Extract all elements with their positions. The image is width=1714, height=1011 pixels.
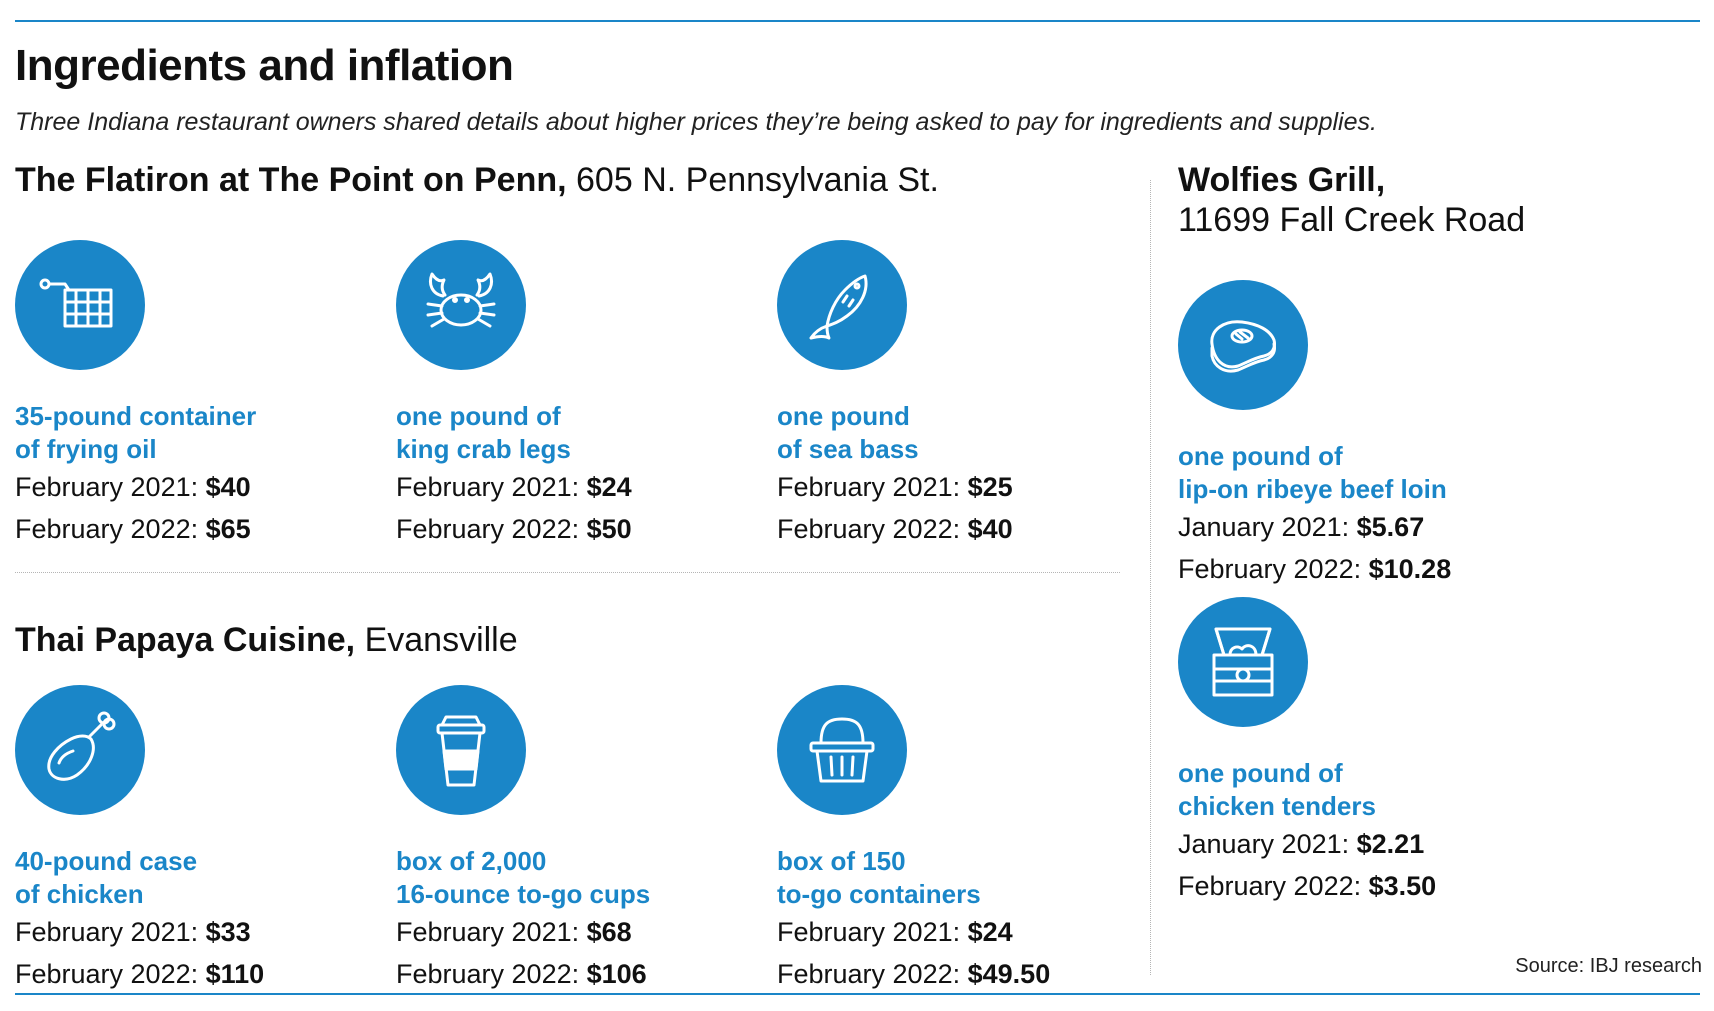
restaurant-location: 11699 Fall Creek Road	[1178, 201, 1526, 239]
to-go-container-icon	[777, 685, 907, 815]
item-label: one pound of sea bass	[777, 401, 919, 464]
item-chicken-tenders: one pound of chicken tenders January 202…	[1178, 597, 1538, 907]
item-frying-oil: 35-pound container of frying oil Februar…	[15, 240, 375, 550]
section-divider-vertical	[1150, 180, 1151, 975]
source-note: Source: IBJ research	[1515, 955, 1702, 977]
price-after: February 2022: $3.50	[1178, 871, 1437, 901]
restaurant-heading-flatiron: The Flatiron at The Point on Penn, 605 N…	[15, 160, 939, 200]
price-before: February 2021: $40	[15, 472, 251, 502]
item-chicken-case: 40-pound case of chicken February 2021: …	[15, 685, 375, 995]
price-before: February 2021: $68	[396, 917, 632, 947]
item-label: one pound of lip-on ribeye beef loin	[1178, 441, 1447, 504]
restaurant-location: Evansville	[364, 621, 518, 659]
item-sea-bass: one pound of sea bass February 2021: $25…	[777, 240, 1137, 550]
crab-icon	[396, 240, 526, 370]
price-after: February 2022: $49.50	[777, 959, 1051, 989]
item-label: box of 150 to-go containers	[777, 846, 981, 909]
price-after: February 2022: $110	[15, 959, 265, 989]
item-label: 40-pound case of chicken	[15, 846, 198, 909]
price-before: February 2021: $33	[15, 917, 251, 947]
to-go-cup-icon	[396, 685, 526, 815]
price-after: February 2022: $106	[396, 959, 647, 989]
item-label: box of 2,000 16-ounce to-go cups	[396, 846, 651, 909]
restaurant-location: 605 N. Pennsylvania St.	[576, 161, 939, 199]
section-divider-horizontal	[15, 572, 1120, 573]
price-before: January 2021: $2.21	[1178, 829, 1425, 859]
price-after: February 2022: $65	[15, 514, 251, 544]
price-after: February 2022: $10.28	[1178, 554, 1452, 584]
price-before: February 2021: $24	[396, 472, 632, 502]
bottom-rule	[15, 993, 1700, 995]
price-after: February 2022: $40	[777, 514, 1013, 544]
fish-icon	[777, 240, 907, 370]
item-label: one pound of chicken tenders	[1178, 758, 1376, 821]
item-label: 35-pound container of frying oil	[15, 401, 257, 464]
restaurant-heading-thai-papaya: Thai Papaya Cuisine, Evansville	[15, 620, 518, 660]
restaurant-name: The Flatiron at The Point on Penn,	[15, 161, 567, 199]
fryer-basket-icon	[15, 240, 145, 370]
item-to-go-containers: box of 150 to-go containers February 202…	[777, 685, 1137, 995]
steak-icon	[1178, 280, 1308, 410]
item-king-crab: one pound of king crab legs February 202…	[396, 240, 756, 550]
restaurant-name: Thai Papaya Cuisine,	[15, 621, 356, 659]
restaurant-heading-wolfies: Wolfies Grill, 11699 Fall Creek Road	[1178, 160, 1525, 240]
page-title: Ingredients and inflation	[15, 41, 514, 90]
top-rule	[15, 20, 1700, 22]
item-label: one pound of king crab legs	[396, 401, 571, 464]
restaurant-name: Wolfies Grill,	[1178, 161, 1386, 199]
chicken-tenders-box-icon	[1178, 597, 1308, 727]
price-before: February 2021: $24	[777, 917, 1013, 947]
price-after: February 2022: $50	[396, 514, 632, 544]
price-before: January 2021: $5.67	[1178, 512, 1425, 542]
item-ribeye: one pound of lip-on ribeye beef loin Jan…	[1178, 280, 1538, 590]
price-before: February 2021: $25	[777, 472, 1013, 502]
item-to-go-cups: box of 2,000 16-ounce to-go cups Februar…	[396, 685, 756, 995]
chicken-leg-icon	[15, 685, 145, 815]
page-subtitle: Three Indiana restaurant owners shared d…	[15, 108, 1377, 136]
